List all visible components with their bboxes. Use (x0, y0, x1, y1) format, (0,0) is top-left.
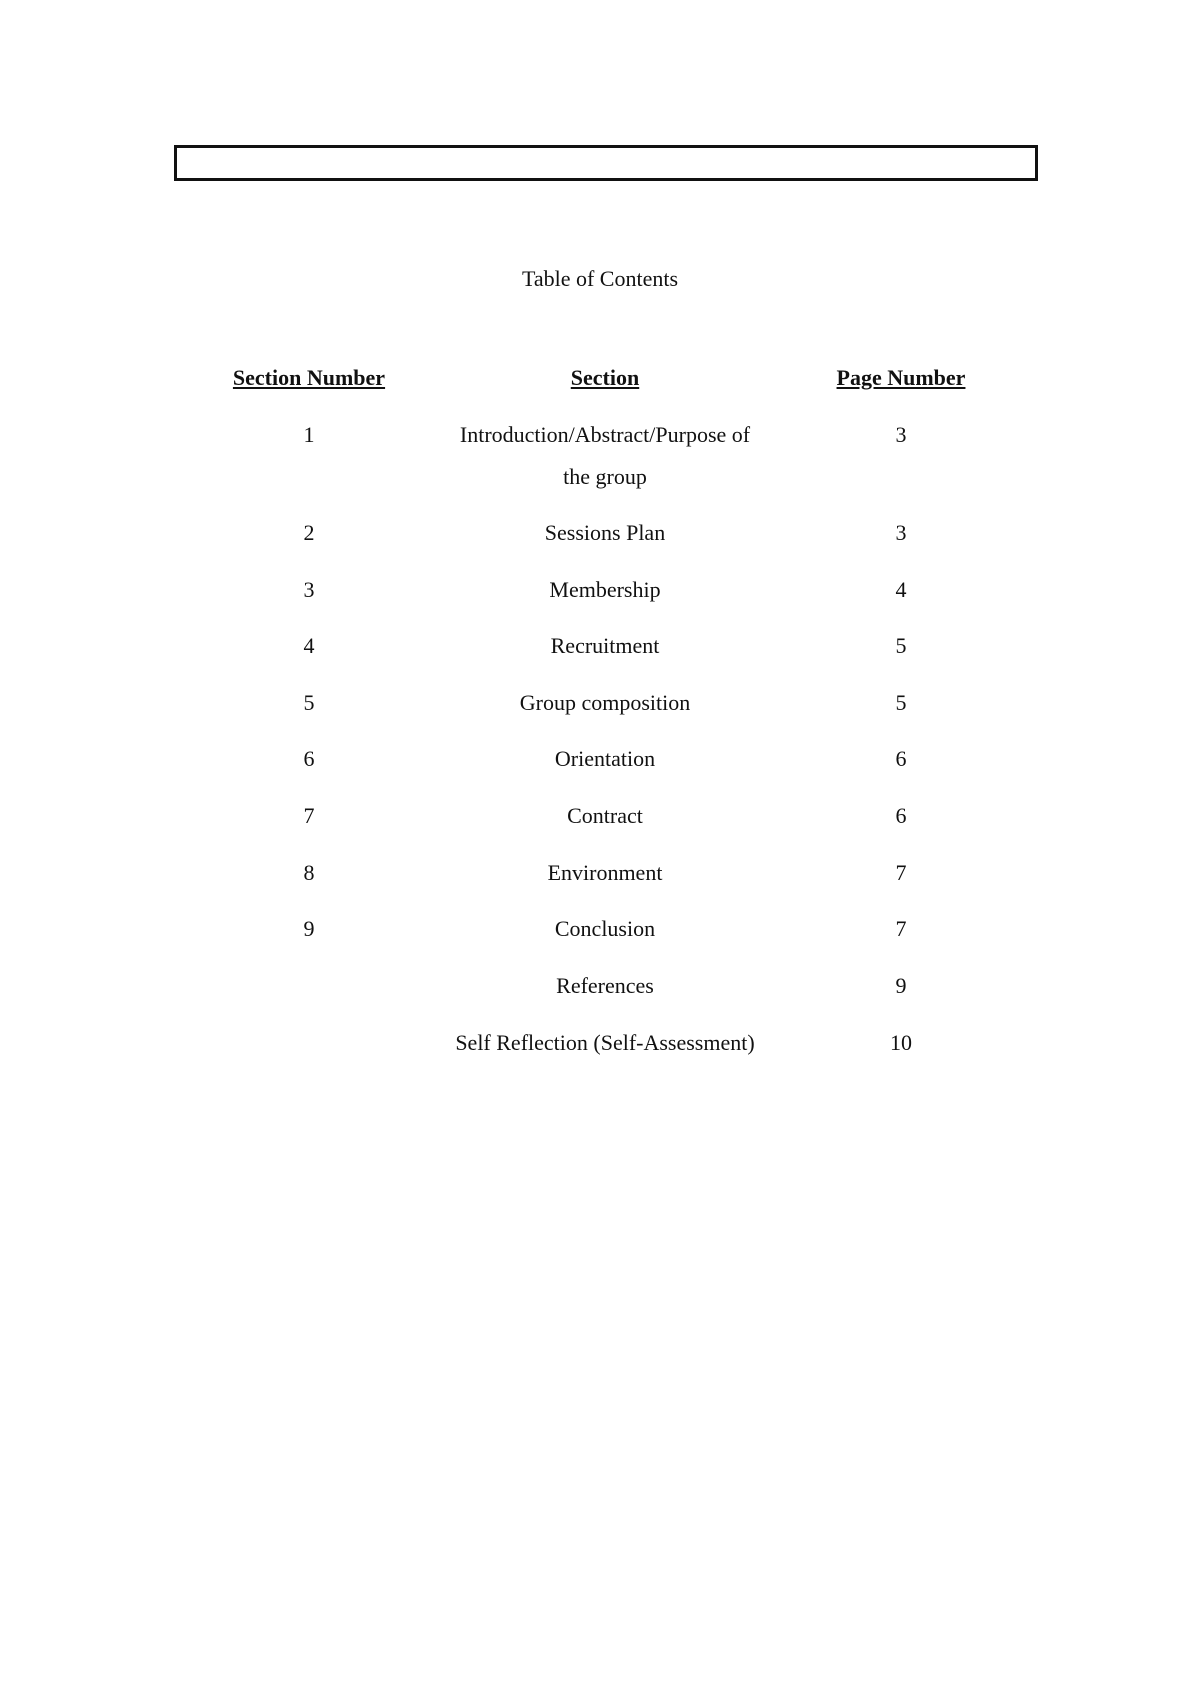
page-number: 7 (895, 860, 907, 885)
page-number: 7 (895, 916, 907, 941)
section-number: 7 (303, 803, 315, 828)
page-number: 6 (895, 803, 907, 828)
section-number: 5 (303, 690, 315, 715)
section-title: Membership (549, 577, 661, 602)
toc-title: Table of Contents (521, 266, 679, 291)
section-number: 8 (303, 860, 315, 885)
page-number: 3 (895, 520, 907, 545)
page-number: 5 (895, 690, 907, 715)
page-number: 3 (895, 422, 907, 447)
title-box (174, 145, 1038, 181)
header-page-number: Page Number (836, 365, 966, 390)
section-number: 4 (303, 633, 315, 658)
section-title: Conclusion (554, 916, 656, 941)
section-title: Introduction/Abstract/Purpose of the gro… (459, 422, 751, 489)
section-number: 3 (303, 577, 315, 602)
page-number: 5 (895, 633, 907, 658)
section-number: 9 (303, 916, 315, 941)
page-number: 4 (895, 577, 907, 602)
section-title: Group composition (519, 690, 691, 715)
page-number: 10 (890, 1030, 912, 1055)
section-title: References (556, 973, 654, 998)
header-section-number: Section Number (232, 365, 386, 390)
section-number: 1 (303, 422, 315, 447)
header-section: Section (570, 365, 640, 390)
section-title: Self Reflection (Self-Assessment) (455, 1030, 755, 1055)
section-number: 6 (303, 746, 315, 771)
section-title: Environment (547, 860, 663, 885)
section-title: Recruitment (550, 633, 660, 658)
section-number: 2 (303, 520, 315, 545)
page-number: 9 (895, 973, 907, 998)
page-number: 6 (895, 746, 907, 771)
section-title: Sessions Plan (544, 520, 666, 545)
section-title: Orientation (554, 746, 656, 771)
section-title: Contract (567, 803, 643, 828)
